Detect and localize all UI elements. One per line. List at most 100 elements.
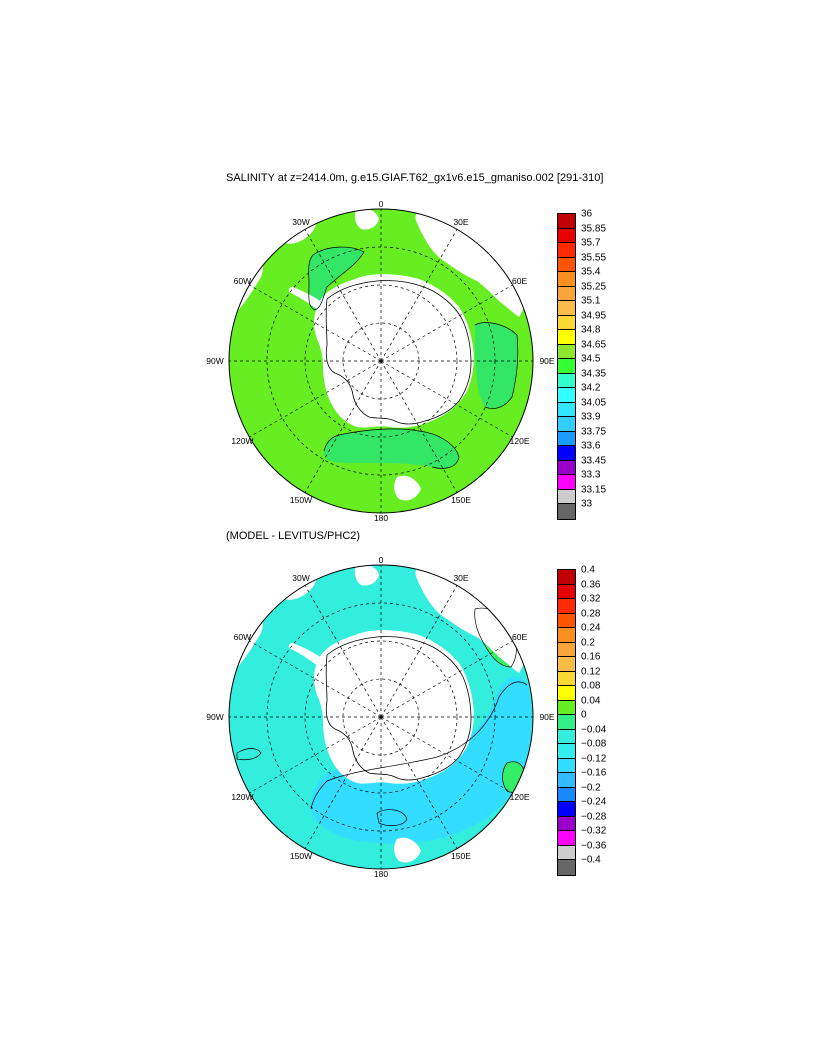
coastline-bottom [325,636,472,781]
colorbar-tick-label: 0.04 [581,695,601,706]
antarctic-peninsula [288,287,323,311]
longitude-label-60w: 60W [233,632,252,642]
contour-bottom-4 [236,748,262,761]
colorbar-swatch [558,475,575,490]
colorbar-tick-label: −0.28 [581,811,607,822]
colorbar-swatch [558,257,575,272]
colorbar-tick-label: 33.9 [581,411,601,423]
colorbar-swatch [558,671,575,686]
east-patch [475,322,518,409]
colorbar-tick-label: 35.7 [581,237,601,249]
meridian-line [304,229,382,362]
colorbar-tick-label: −0.4 [581,854,601,866]
colorbar-tick-label: −0.32 [581,825,607,837]
meridian-line [249,716,382,794]
colorbar-tick-label: −0.24 [581,796,607,808]
colorbar-swatch [558,584,575,599]
longitude-label-30e: 30E [453,217,469,228]
contour-bottom-1 [310,681,528,810]
longitude-label-30e: 30E [453,573,469,584]
colorbar-tick-label: 0.2 [581,637,595,648]
colorbar-swatch [558,657,575,672]
colorbar-tick-label: 0.16 [581,651,601,663]
longitude-label-120w: 120W [231,792,254,802]
top-polar-map [228,208,534,514]
colorbar-tick-label: 35.25 [581,281,607,292]
colorbar-swatch [558,642,575,657]
se-land [476,492,513,512]
colorbar-tick-label: −0.36 [581,840,607,851]
colorbar-swatch [558,570,575,585]
colorbar-tick-label: 33 [581,498,593,510]
colorbar-swatch [558,272,575,287]
longitude-label-150w: 150W [289,850,313,861]
colorbar-tick-label: −0.16 [581,767,607,779]
antarctica [314,274,474,428]
meridian-line [380,716,458,849]
colorbar-swatch [558,243,575,258]
colorbar-swatch [558,613,575,628]
colorbar-tick-label: 0.24 [581,622,601,634]
new-zealand-land-2 [394,837,421,863]
longitude-label-150e: 150E [451,494,471,505]
longitude-label-90w: 90W [206,712,224,722]
longitude-label-90e: 90E [539,356,555,366]
meridian-line [380,360,458,493]
colorbar-tick-label: −0.08 [581,738,607,750]
colorbar-swatch [558,773,575,788]
colorbar-swatch [558,489,575,504]
coastline-top [325,280,472,425]
colorbar-tick-label: 34.2 [581,382,601,394]
colorbar-tick-label: 34.5 [581,353,601,365]
colorbar-tick-label: 0.28 [581,608,601,619]
colorbar-tick-label: −0.12 [581,753,607,764]
colorbar-swatch [558,628,575,643]
contour-top-3 [474,322,519,409]
contour-top-1 [308,246,365,311]
colorbar-tick-label: 33.75 [581,426,607,437]
colorbar-swatch [558,373,575,388]
colorbar-swatch [558,301,575,316]
antarctic-peninsula-2 [288,643,323,667]
colorbar-swatch [558,816,575,831]
longitude-label-0: 0 [378,555,384,565]
longitude-label-150e: 150E [451,850,471,861]
colorbar-tick-label: 34.65 [581,339,607,350]
colorbar-tick-label: −0.2 [581,782,601,793]
top-map-title: SALINITY at z=2414.0m, g.e15.GIAF.T62_gx… [226,172,604,184]
colorbar-swatch [558,802,575,817]
meridian-line [380,640,513,718]
colorbar-swatch [558,700,575,715]
contour-top-2 [323,428,460,469]
colorbar-swatch [558,860,575,875]
meridian-line [304,585,382,718]
meridian-line [249,640,382,718]
bottom-polar-map [228,564,534,870]
colorbar-tick-label: 33.45 [581,455,607,466]
meridian-line [304,360,382,493]
colorbar-swatch [558,460,575,475]
meridian-line [380,585,458,718]
colorbar-tick-label: 35.85 [581,223,607,234]
colorbar-tick-label: 34.95 [581,310,607,321]
colorbar-swatch [558,315,575,330]
meridian-line [380,716,513,794]
meridian-line [380,284,513,362]
longitude-label-180: 180 [373,513,389,523]
meridian-line [380,360,513,438]
colorbar-tick-label: 36 [581,208,593,220]
colorbar-swatch [558,228,575,243]
longitude-label-150w: 150W [289,494,313,505]
colorbar-tick-label: 34.35 [581,368,607,379]
antarctica-2 [314,630,474,784]
colorbar-swatch [558,715,575,730]
contour-bottom-5 [376,809,408,826]
colorbar-swatch [558,330,575,345]
colorbar-tick-label: 34.8 [581,324,601,336]
colorbar-tick-label: 33.6 [581,440,601,452]
meridian-line [249,284,382,362]
colorbar-tick-label: 35.55 [581,252,607,263]
longitude-label-60e: 60E [512,276,528,286]
colorbar-swatch [558,504,575,519]
